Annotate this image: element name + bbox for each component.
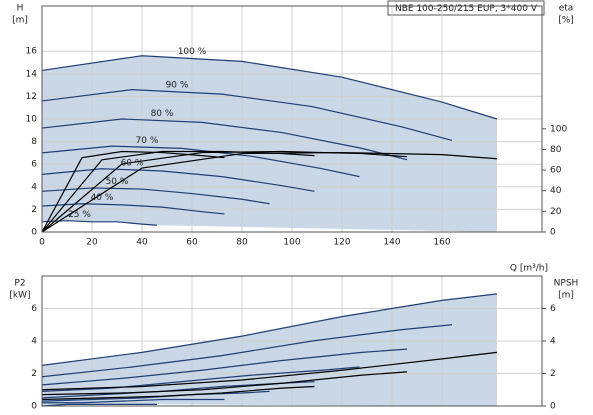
- y2-tick-label: 6: [550, 304, 556, 314]
- y2-tick-label: 100: [550, 124, 567, 134]
- y-tick-label: 6: [31, 304, 37, 314]
- y-tick-label: 6: [31, 160, 37, 170]
- x-tick-label: 140: [383, 238, 400, 248]
- x-tick-label: 80: [236, 238, 248, 248]
- line: [41, 366, 360, 392]
- series-label: 25 %: [68, 210, 91, 220]
- line: [41, 293, 498, 366]
- y2-label: NPSH: [554, 279, 579, 289]
- y2-tick-label: 20: [550, 207, 562, 217]
- y2-tick-label: 2: [550, 369, 556, 379]
- series-label: 90 %: [166, 80, 189, 90]
- y-unit: [kW]: [9, 291, 30, 301]
- y-tick-label: 10: [26, 115, 38, 125]
- plot-frame: [41, 5, 543, 233]
- x-label: Q [m³/h]: [510, 264, 548, 274]
- y-tick-label: 0: [31, 402, 37, 412]
- x-tick-label: 0: [39, 238, 45, 248]
- y-tick-label: 4: [31, 182, 37, 192]
- y2-unit: [%]: [558, 16, 574, 26]
- y-tick-label: 16: [26, 47, 38, 57]
- line: [41, 403, 157, 407]
- series-label: 80 %: [151, 109, 174, 119]
- y2-line: [41, 150, 225, 233]
- y-label: P2: [14, 279, 25, 289]
- y2-tick-label: 60: [550, 166, 562, 176]
- y-label: H: [17, 4, 24, 14]
- y2-line: [41, 371, 408, 396]
- y-tick-label: 4: [31, 337, 37, 347]
- x-tick-label: 100: [283, 238, 300, 248]
- y-tick-label: 2: [31, 205, 37, 215]
- y2-line: [41, 151, 498, 233]
- line: [42, 398, 225, 404]
- x-tick-label: 120: [333, 238, 350, 248]
- line: [41, 220, 158, 226]
- y2-label: eta: [559, 4, 574, 14]
- y2-tick-label: 0: [550, 402, 556, 412]
- series-label: 60 %: [121, 158, 144, 168]
- chart-title: NBE 100-250/215 EUP, 3*400 V: [395, 4, 538, 14]
- line: [41, 168, 315, 192]
- y2-tick-label: 40: [550, 186, 562, 196]
- y2-tick-label: 80: [550, 145, 562, 155]
- line: [41, 55, 498, 120]
- operating-range: [42, 55, 497, 232]
- plot: [41, 5, 546, 233]
- x-tick-label: 60: [186, 238, 198, 248]
- line: [41, 89, 453, 142]
- series-label: 100 %: [178, 47, 207, 57]
- operating-range: [42, 293, 497, 406]
- series-label: 50 %: [106, 177, 129, 187]
- y-tick-label: 2: [31, 369, 37, 379]
- x-tick-label: 160: [433, 238, 450, 248]
- title-box: [387, 0, 545, 16]
- y2-tick-label: 0: [550, 228, 556, 238]
- line: [41, 324, 453, 378]
- y-tick-label: 8: [31, 137, 37, 147]
- line: [41, 348, 408, 386]
- y-tick-label: 12: [26, 92, 37, 102]
- line: [41, 118, 408, 161]
- y2-line: [41, 385, 315, 401]
- y2-unit: [m]: [558, 291, 574, 301]
- plot: [41, 275, 546, 407]
- plot-frame: [41, 275, 543, 407]
- y-unit: [m]: [12, 16, 28, 26]
- x-tick-label: 20: [86, 238, 98, 248]
- series-label: 40 %: [91, 193, 114, 203]
- y2-line: [41, 351, 498, 391]
- line: [41, 187, 270, 205]
- y2-tick-label: 4: [550, 337, 556, 347]
- y-tick-label: 14: [26, 69, 38, 79]
- series-label: 70 %: [136, 136, 159, 146]
- x-tick-label: 40: [136, 238, 148, 248]
- y-tick-label: 0: [31, 228, 37, 238]
- y2-line: [41, 150, 315, 233]
